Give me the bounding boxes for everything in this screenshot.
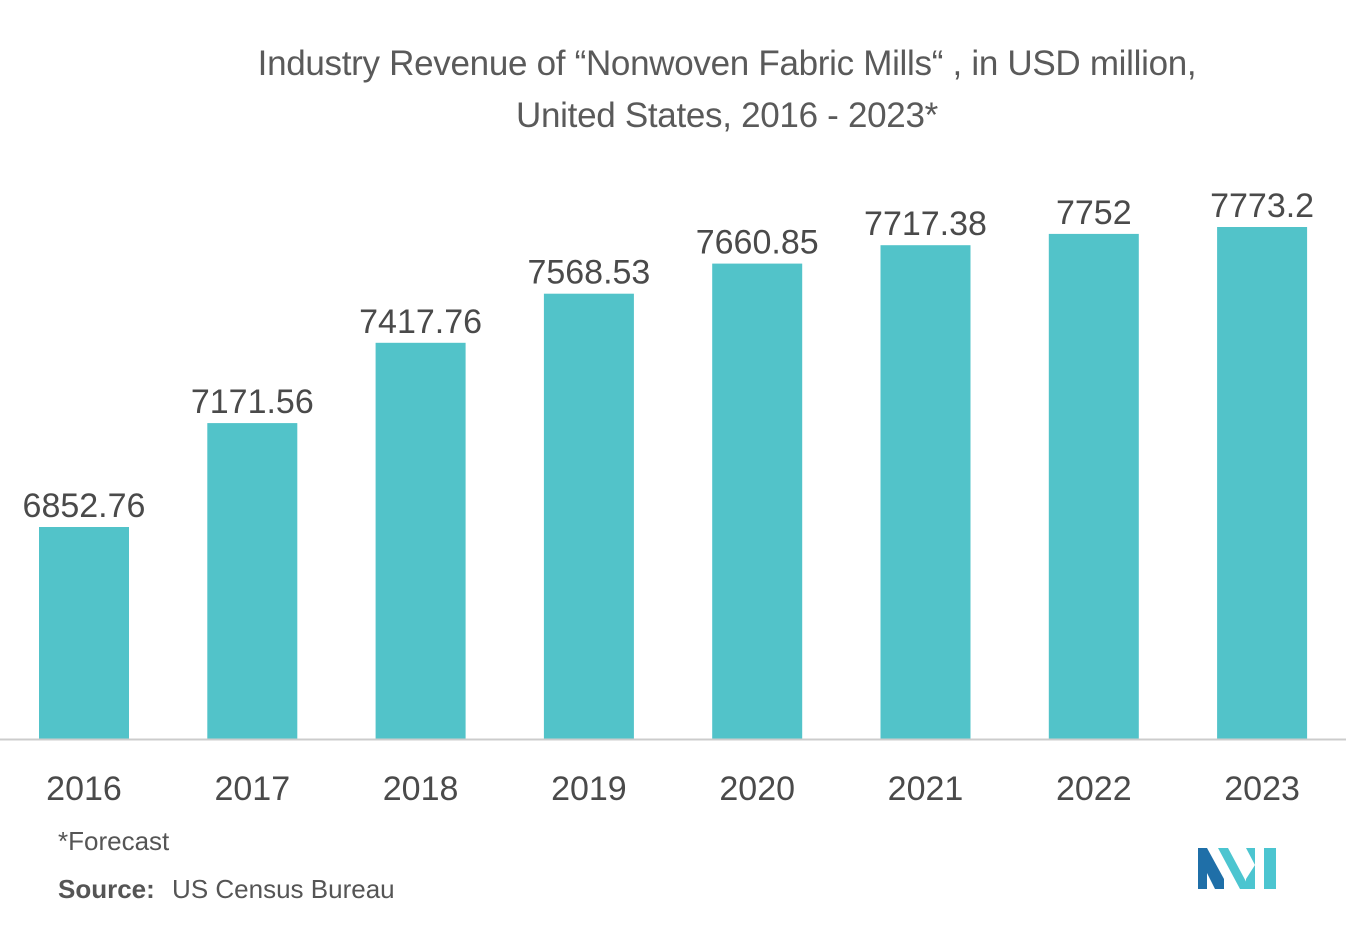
bars-group [39,227,1308,739]
bar-2016 [39,527,129,739]
chart-title: Industry Revenue of “Nonwoven Fabric Mil… [100,38,1346,142]
x-tick-label-2020: 2020 [719,770,795,808]
x-tick-label-2018: 2018 [383,770,459,808]
x-tick-label-2021: 2021 [888,770,964,808]
x-tick-label-2017: 2017 [214,770,290,808]
source-label: Source: [58,874,155,904]
bar-2017 [207,423,298,739]
source-line: Source: US Census Bureau [58,874,395,905]
value-label-2016: 6852.76 [23,487,146,525]
logo-left-shape [1198,848,1224,889]
value-label-2021: 7717.38 [864,205,987,243]
bar-2021 [880,245,971,739]
value-label-2022: 7752 [1056,194,1132,232]
value-label-2020: 7660.85 [696,224,819,262]
chart-title-line-1: Industry Revenue of “Nonwoven Fabric Mil… [257,44,1197,83]
value-label-2018: 7417.76 [359,303,482,341]
x-tick-label-2019: 2019 [551,770,627,808]
logo-right-shape [1246,848,1276,889]
value-label-2017: 7171.56 [191,383,314,421]
x-tick-labels-group: 2016 2017 2018 2019 2020 2021 2022 2023 [46,770,1300,808]
bar-2022 [1048,233,1139,739]
value-labels-group: 6852.76 7171.56 7417.76 7568.53 7660.85 7717.… [23,187,1315,525]
bar-2018 [375,342,466,739]
chart-title-line-2: United States, 2016 - 2023* [516,96,938,135]
bar-2020 [712,263,803,739]
x-tick-label-2022: 2022 [1056,770,1132,808]
bar-2019 [543,293,634,739]
value-label-2023: 7773.2 [1210,187,1314,225]
logo-middle-shape [1218,848,1250,889]
mordor-intelligence-logo-icon [1198,848,1276,889]
source-text: US Census Bureau [172,874,395,904]
footnote: *Forecast [58,826,170,856]
x-tick-label-2016: 2016 [46,770,122,808]
value-label-2019: 7568.53 [527,254,650,292]
x-tick-label-2023: 2023 [1224,770,1300,808]
bar-2023 [1217,227,1308,739]
